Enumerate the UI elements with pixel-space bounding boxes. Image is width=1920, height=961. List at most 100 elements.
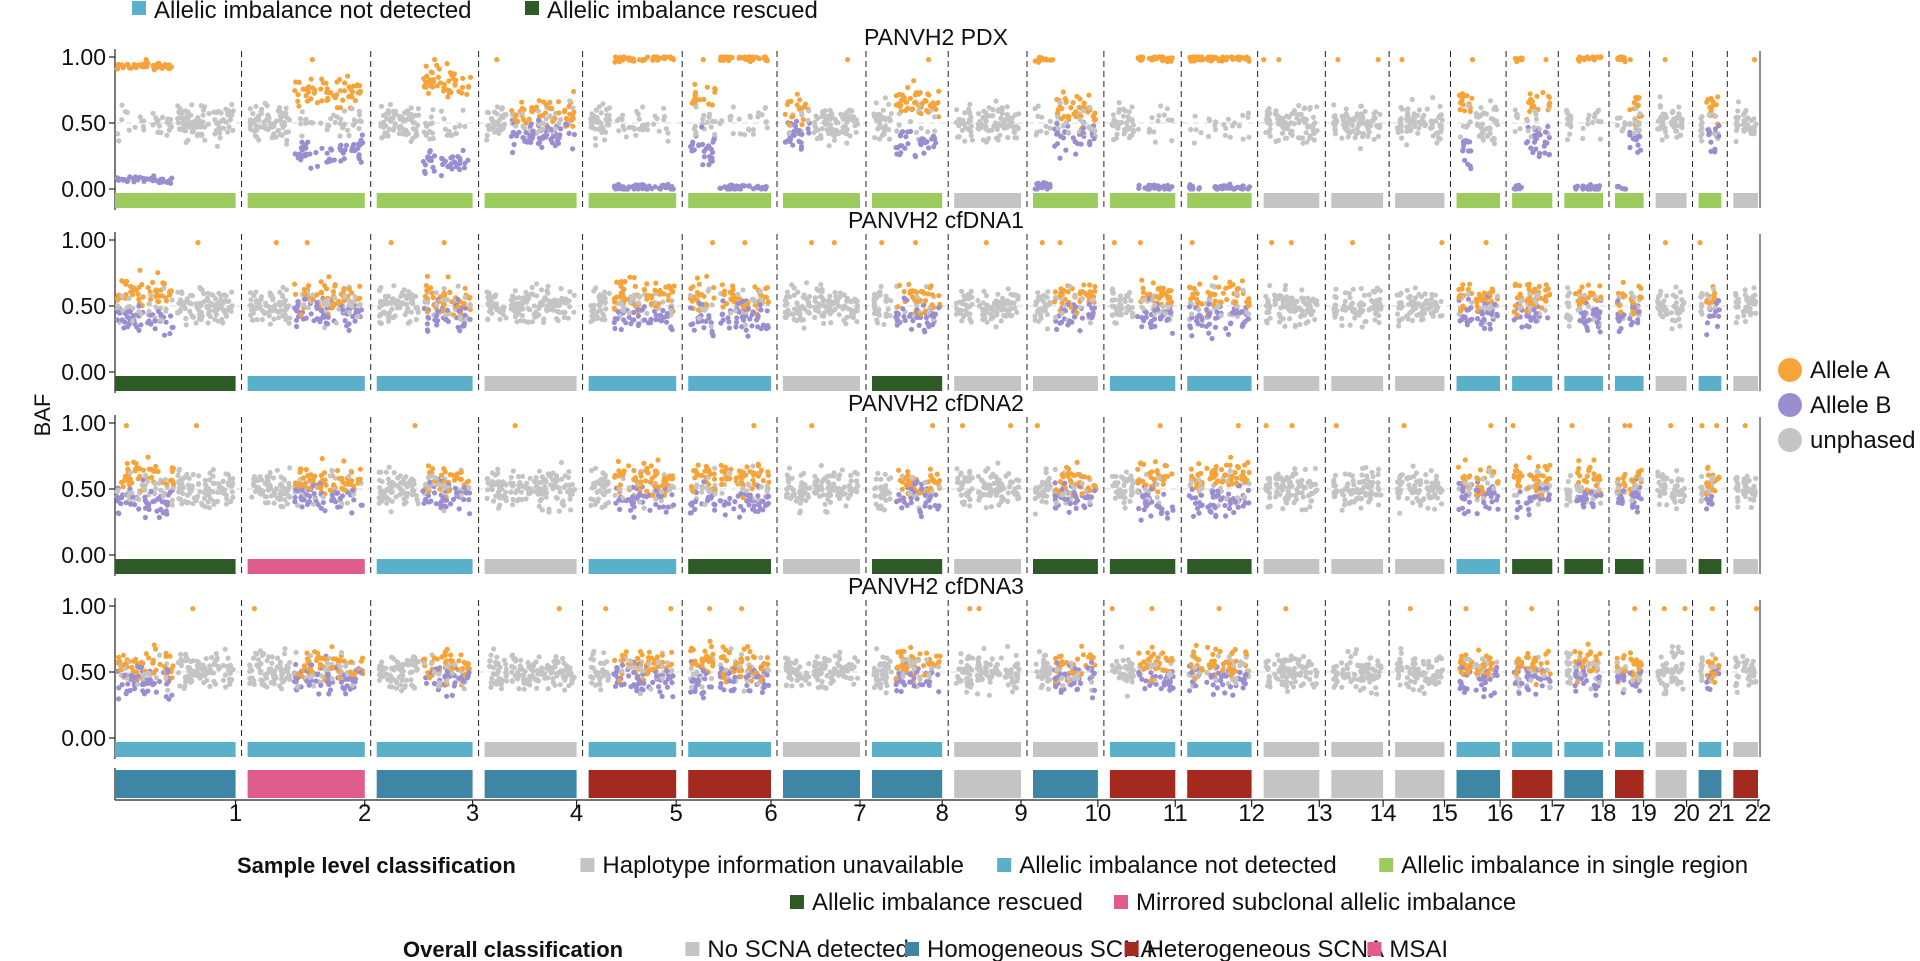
allele-b-point	[1533, 146, 1539, 152]
allele-a-point	[644, 296, 650, 302]
unphased-point	[1420, 302, 1426, 308]
allele-b-point	[1519, 324, 1525, 330]
allele-a-point	[1077, 289, 1083, 295]
allele-a-point	[1467, 108, 1473, 114]
unphased-point	[1735, 99, 1742, 105]
allele-b-point	[1706, 129, 1712, 135]
unphased-point	[1118, 302, 1124, 308]
unphased-point	[591, 288, 597, 294]
allele-a-point	[556, 110, 562, 116]
allele-a-point	[430, 294, 436, 301]
unphased-point	[1267, 304, 1273, 310]
unphased-point	[392, 121, 398, 127]
unphased-point	[819, 126, 825, 132]
allele-a-point	[653, 280, 659, 286]
unphased-point	[182, 305, 188, 312]
allele-b-point	[1531, 307, 1537, 313]
allele-a-point	[1154, 294, 1160, 300]
unphased-point	[599, 316, 605, 322]
allele-a-point	[1058, 116, 1065, 122]
unphased-point	[383, 111, 390, 117]
unphased-point	[640, 104, 646, 110]
unphased-point	[1314, 298, 1320, 304]
unphased-point	[225, 129, 231, 135]
allele-b-point	[1135, 313, 1141, 320]
unphased-point	[594, 119, 600, 125]
unphased-point	[283, 105, 289, 111]
unphased-point	[182, 108, 188, 114]
allele-a-point	[1223, 57, 1229, 63]
unphased-point	[193, 123, 199, 129]
unphased-point	[1491, 106, 1497, 112]
unphased-point	[1209, 283, 1215, 289]
unphased-point	[497, 316, 503, 322]
unphased-point	[1014, 135, 1020, 141]
unphased-point	[169, 297, 175, 303]
allele-a-point	[1465, 286, 1471, 292]
allele-a-point	[296, 103, 302, 109]
unphased-point	[984, 113, 990, 119]
allele-a-point	[423, 84, 429, 90]
unphased-point	[138, 311, 144, 317]
unphased-point	[153, 115, 159, 121]
unphased-point	[273, 307, 279, 313]
allele-a-point	[1077, 96, 1083, 102]
allele-a-point	[320, 80, 326, 86]
unphased-point	[221, 308, 227, 314]
allele-a-point	[1236, 54, 1242, 60]
unphased-point	[1339, 323, 1345, 329]
unphased-point	[427, 136, 433, 142]
classification-segment	[1698, 193, 1722, 208]
unphased-point	[119, 293, 125, 299]
unphased-point	[873, 308, 879, 314]
unphased-point	[740, 287, 746, 293]
allele-b-point	[921, 150, 927, 156]
allele-b-point	[1240, 183, 1246, 189]
unphased-point	[1566, 304, 1572, 310]
allele-b-point	[1152, 307, 1158, 313]
unphased-point	[1734, 124, 1740, 130]
allele-b-point	[539, 144, 545, 150]
allele-a-point	[1467, 281, 1473, 287]
allele-b-point	[746, 183, 752, 189]
unphased-point	[225, 111, 231, 117]
unphased-point	[1659, 137, 1665, 143]
allele-b-point	[920, 302, 927, 308]
unphased-point	[301, 302, 307, 308]
unphased-point	[556, 302, 562, 309]
unphased-point	[1112, 297, 1118, 303]
unphased-point	[1399, 135, 1405, 141]
unphased-point	[1467, 119, 1473, 125]
unphased-point	[378, 284, 384, 291]
allele-b-point	[1035, 180, 1041, 186]
allele-a-point	[1483, 240, 1489, 246]
allele-a-point	[1224, 296, 1230, 303]
unphased-point	[877, 289, 883, 295]
unphased-point	[1482, 305, 1488, 311]
unphased-point	[1116, 100, 1122, 106]
allele-a-point	[1230, 282, 1236, 288]
unphased-point	[1669, 110, 1675, 116]
allele-b-point	[699, 124, 705, 130]
unphased-point	[1487, 98, 1494, 104]
allele-b-point	[124, 314, 130, 320]
allele-a-point	[1205, 57, 1212, 63]
unphased-point	[591, 302, 597, 308]
allele-a-point	[536, 98, 542, 104]
unphased-point	[821, 320, 827, 327]
unphased-point	[273, 302, 279, 308]
allele-b-point	[338, 142, 344, 149]
allele-b-point	[1461, 138, 1468, 144]
allele-b-point	[902, 145, 908, 151]
allele-b-point	[558, 126, 564, 132]
allele-b-point	[424, 327, 430, 333]
allele-a-point	[712, 86, 718, 92]
unphased-point	[1525, 128, 1531, 134]
allele-b-point	[130, 313, 136, 319]
unphased-point	[1519, 298, 1525, 304]
allele-b-point	[913, 154, 919, 160]
allele-b-point	[1635, 142, 1641, 148]
unphased-point	[787, 294, 793, 300]
unphased-point	[1129, 104, 1135, 110]
allele-a-point	[711, 295, 717, 301]
